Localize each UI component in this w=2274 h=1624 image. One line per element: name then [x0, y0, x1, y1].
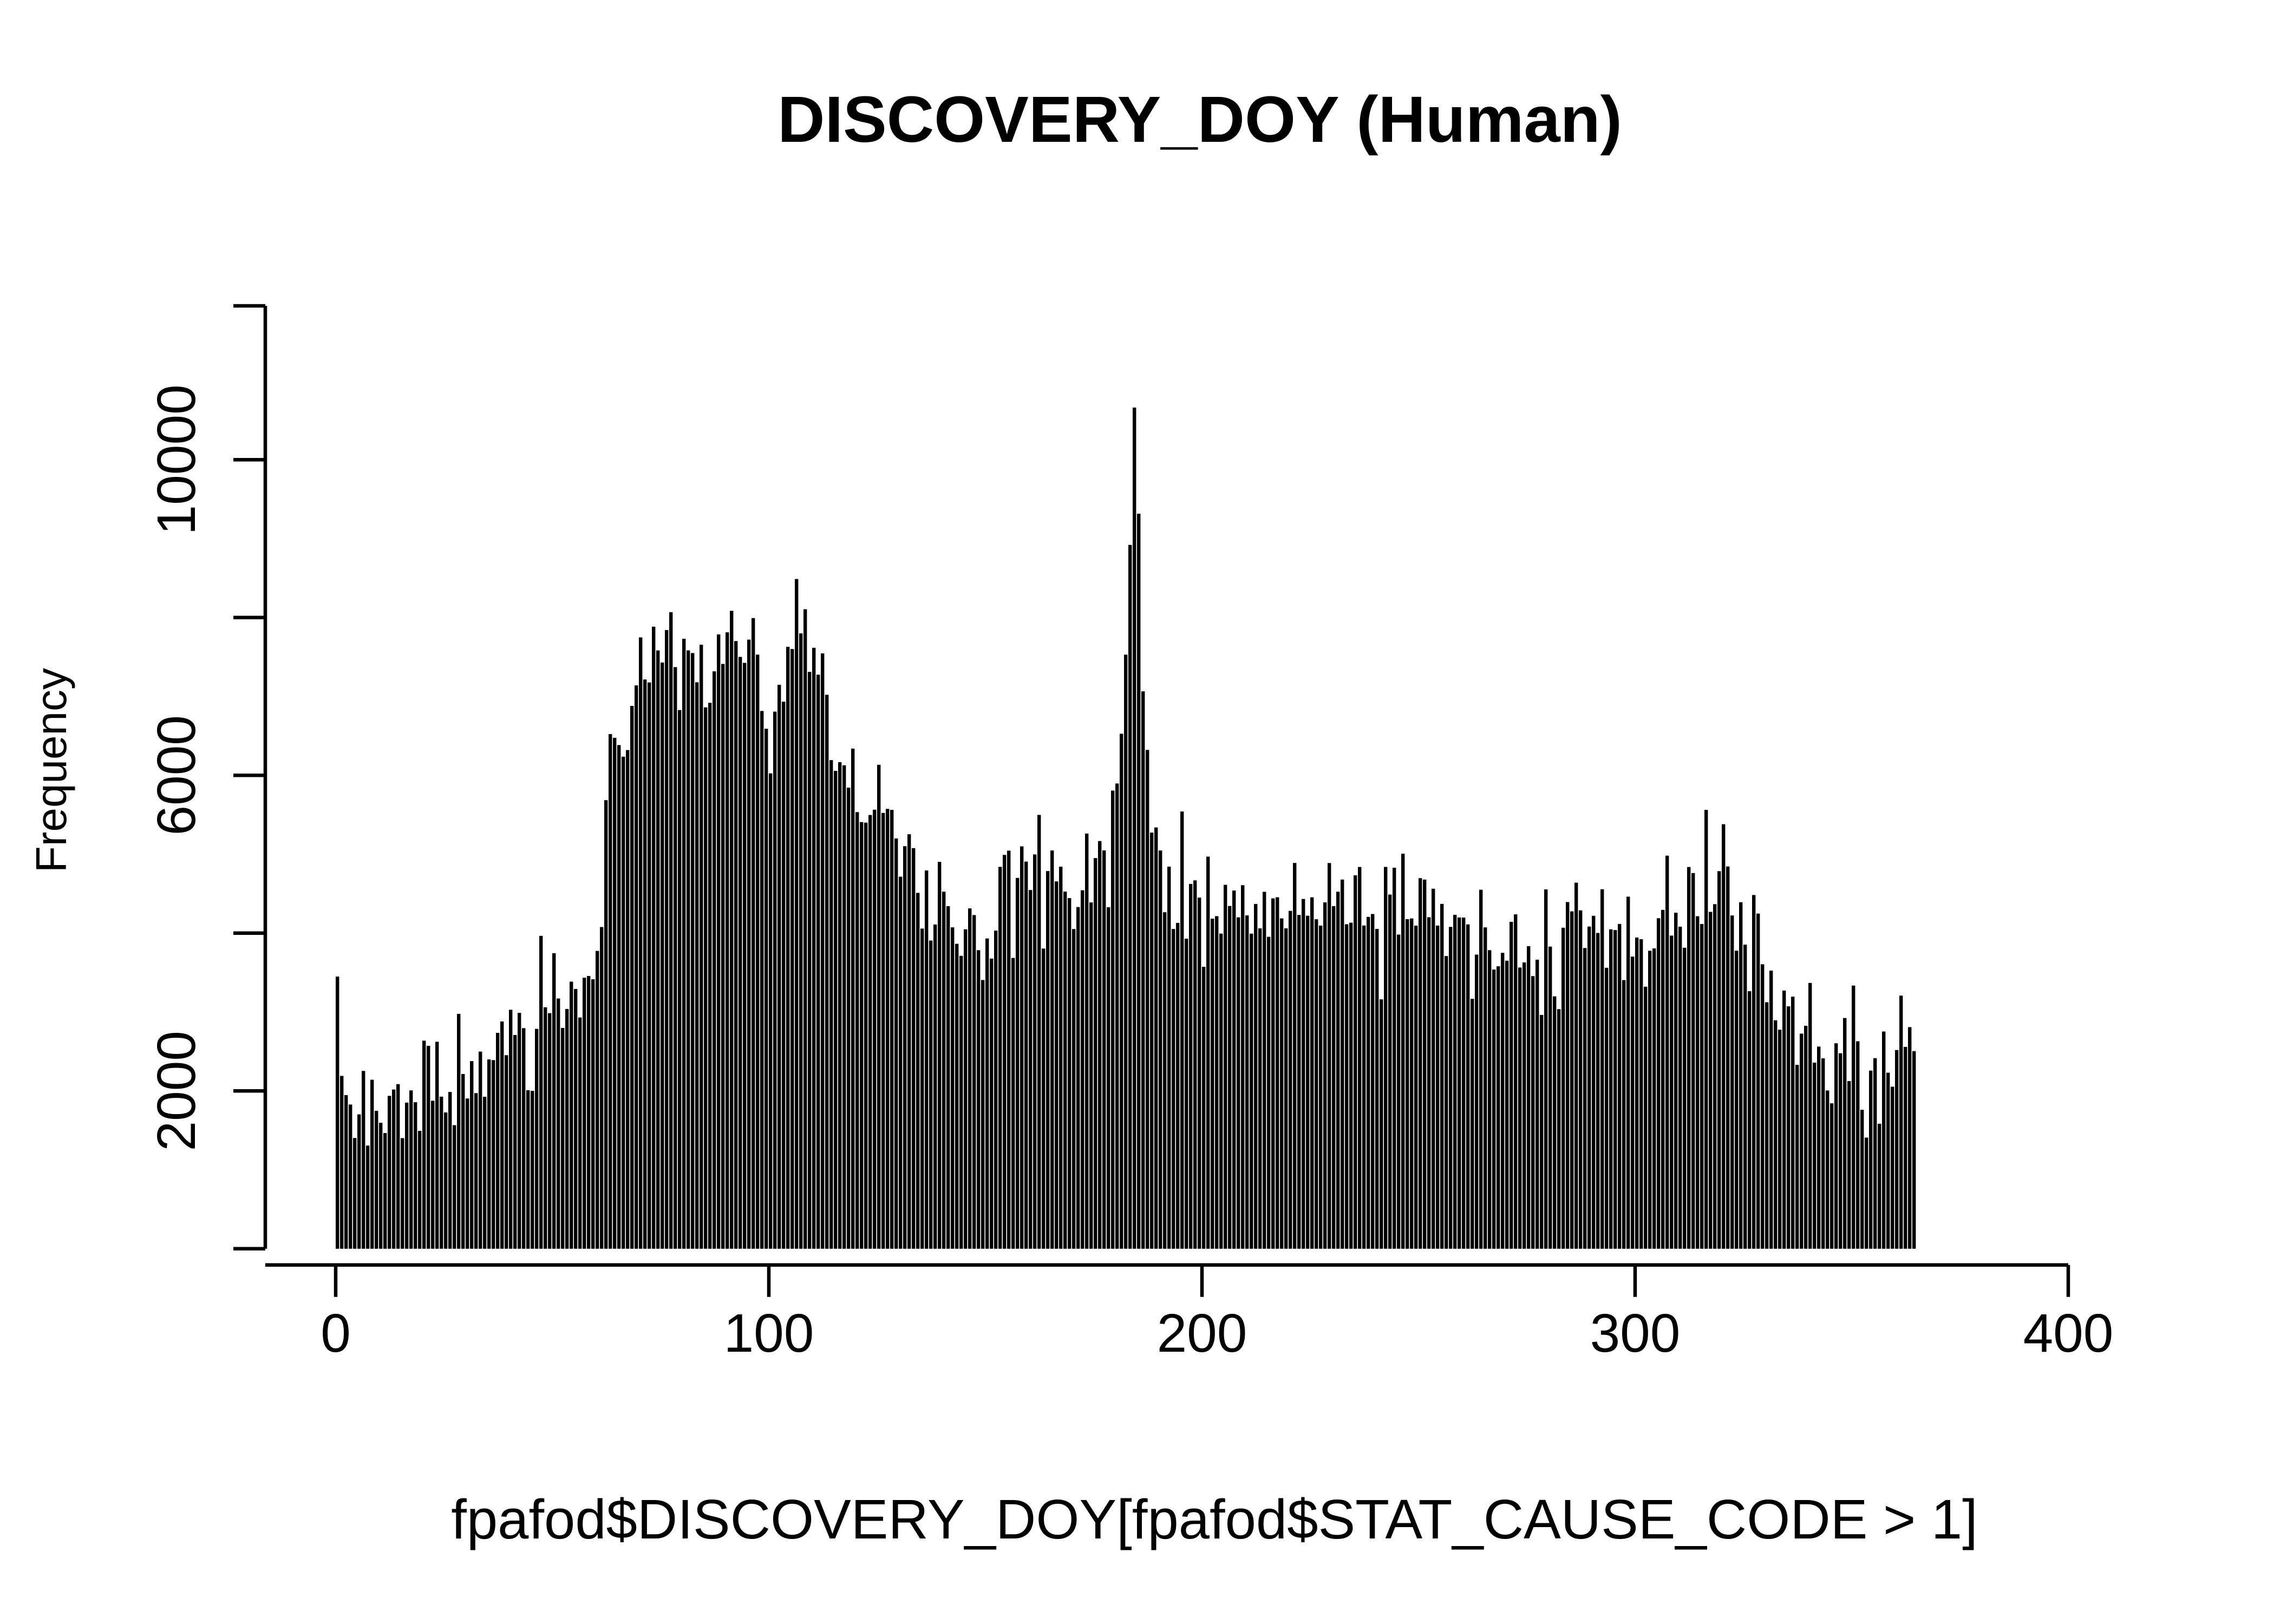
svg-text:300: 300 — [1590, 1303, 1681, 1364]
svg-text:0: 0 — [321, 1303, 351, 1364]
svg-text:6000: 6000 — [146, 715, 207, 835]
svg-text:2000: 2000 — [146, 1031, 207, 1151]
svg-text:10000: 10000 — [146, 384, 207, 535]
svg-text:400: 400 — [2023, 1303, 2114, 1364]
svg-text:100: 100 — [724, 1303, 814, 1364]
svg-text:200: 200 — [1157, 1303, 1247, 1364]
